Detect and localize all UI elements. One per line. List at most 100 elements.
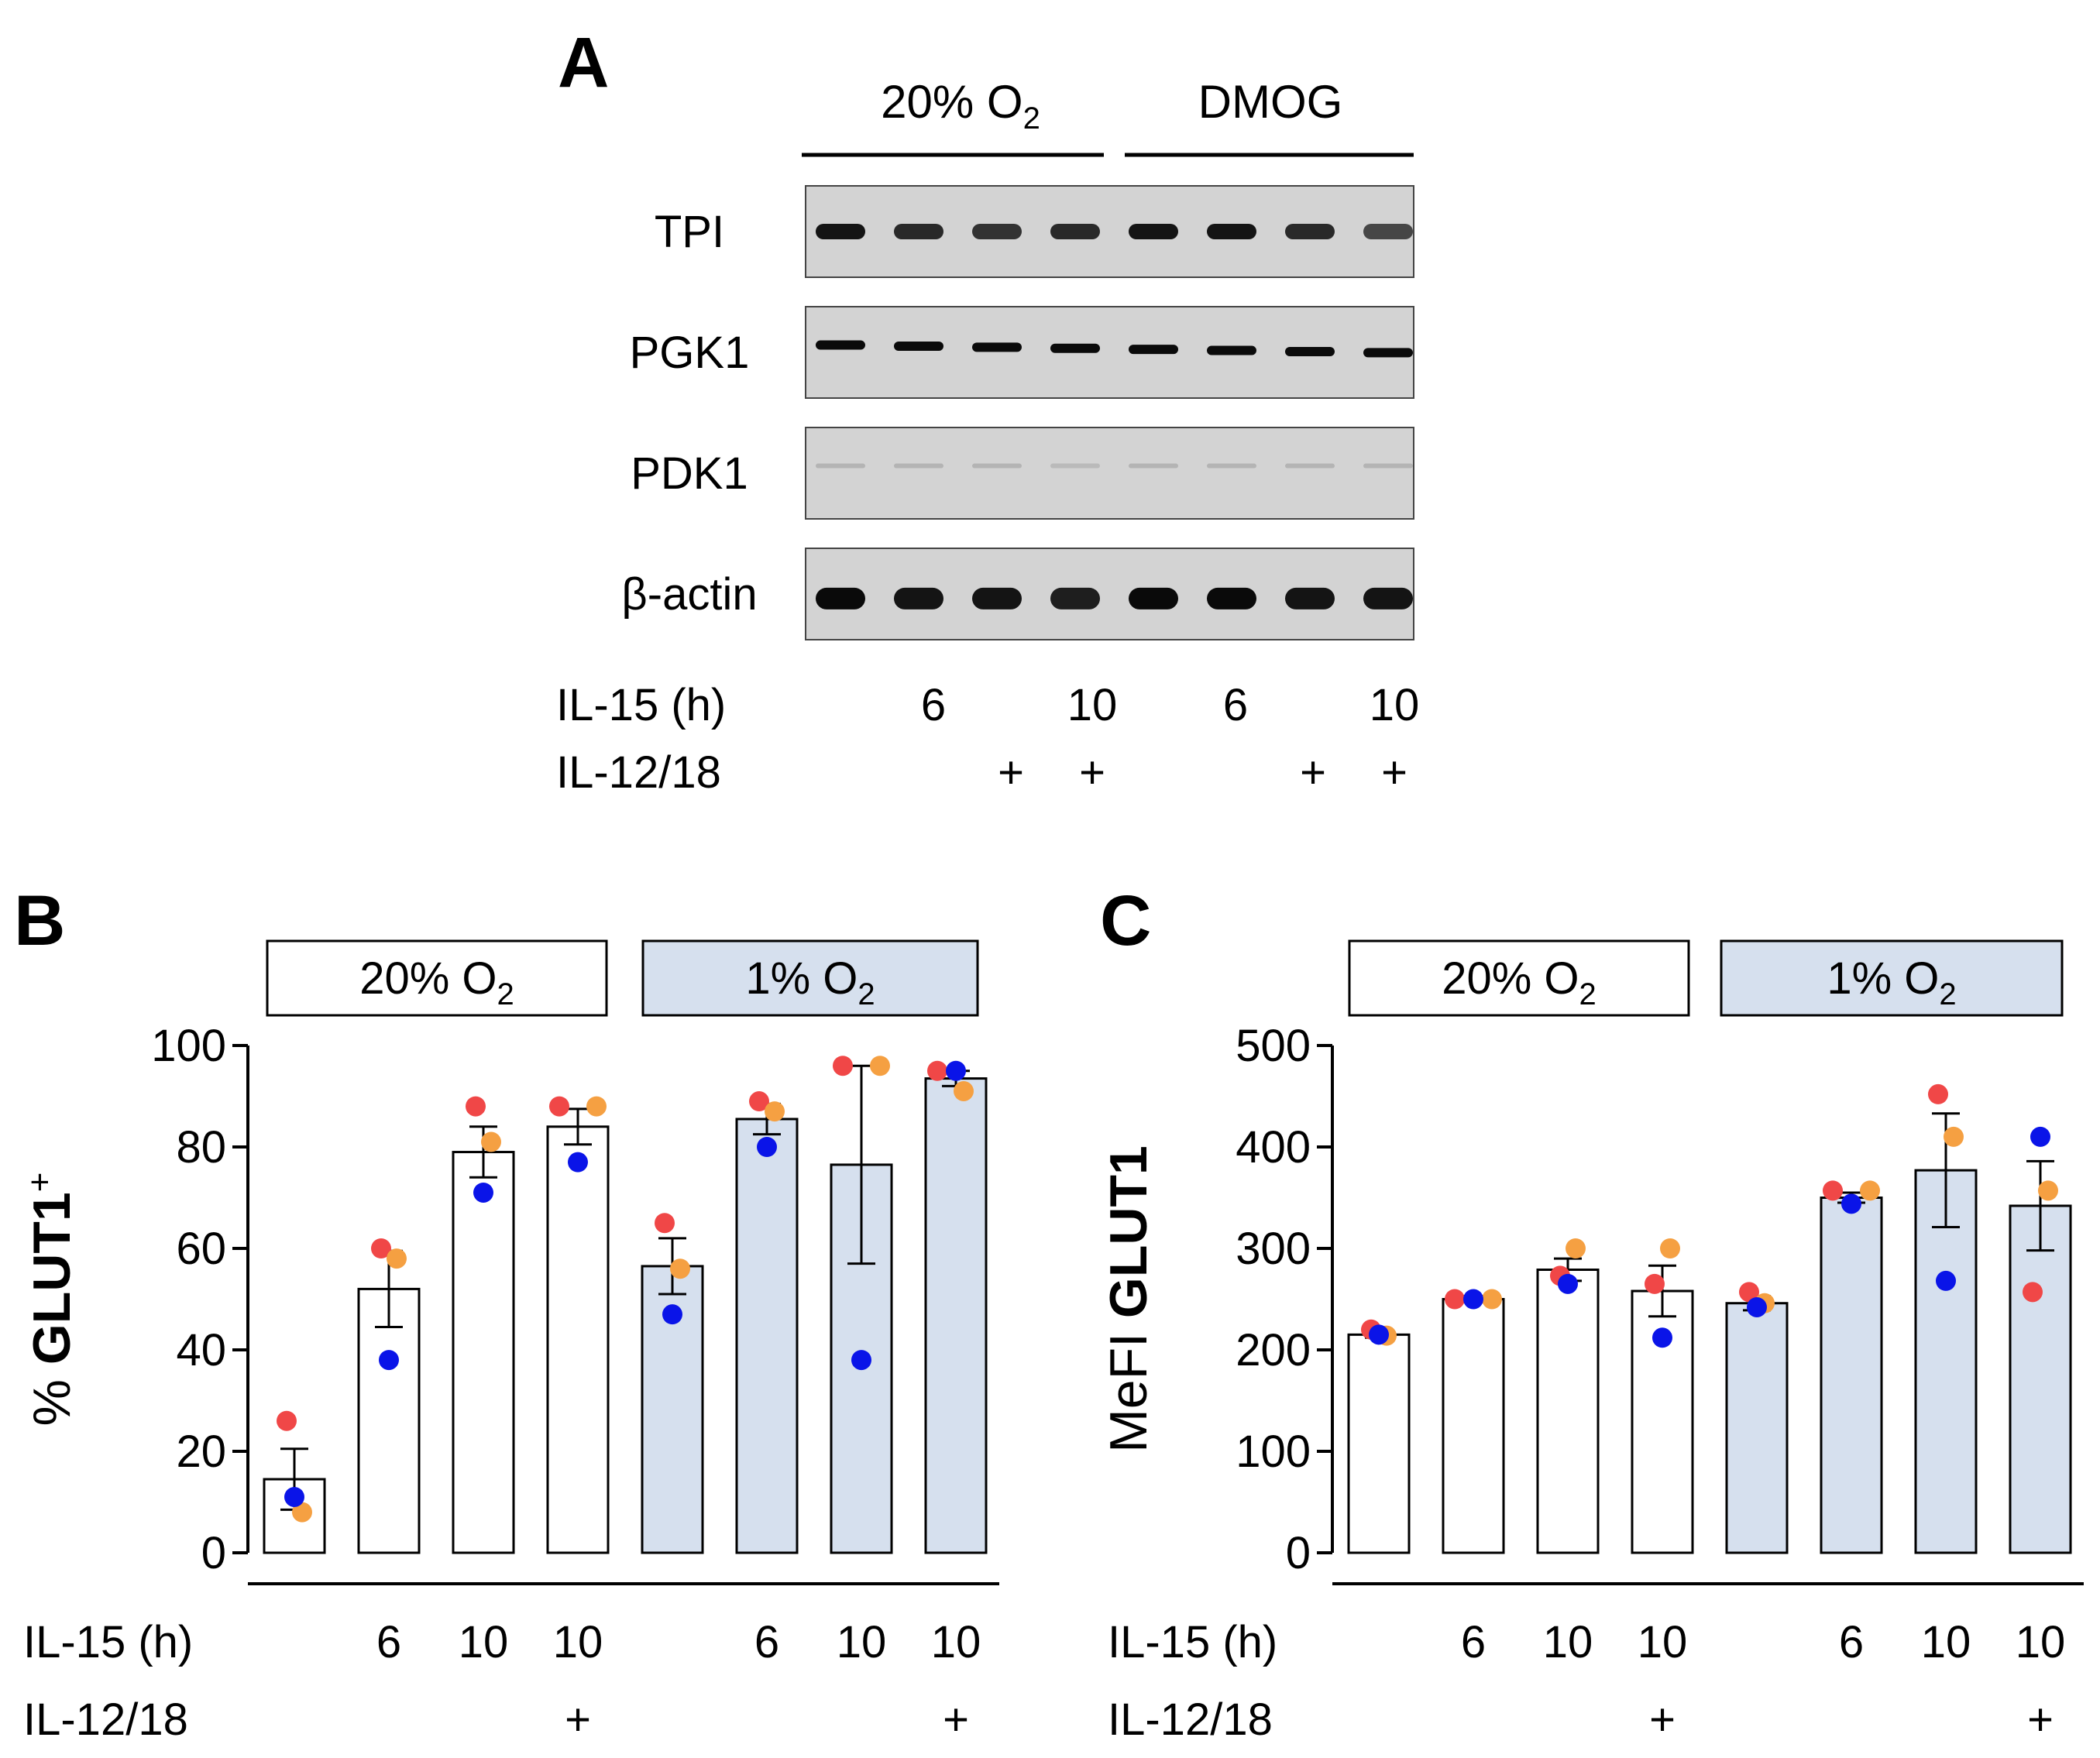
blot-band <box>894 224 943 239</box>
data-point <box>670 1258 690 1279</box>
panel-a-group-dmog: DMOG <box>1125 76 1414 157</box>
panel-a-letter: A <box>558 23 609 102</box>
bar-group <box>357 1238 421 1554</box>
il1218-value: + <box>1649 1694 1676 1745</box>
data-point <box>1482 1289 1502 1310</box>
y-tick-label: 60 <box>176 1224 226 1274</box>
data-point <box>292 1502 312 1523</box>
il15-value: 10 <box>837 1617 887 1667</box>
panel-a-il15-row-label: IL-15 (h) <box>556 680 726 730</box>
il1218-value: + <box>2027 1694 2054 1745</box>
panel-a-il1218-value: + <box>998 747 1024 798</box>
blot-band <box>1129 463 1178 469</box>
bar-group <box>546 1096 610 1554</box>
y-tick-label: 0 <box>201 1528 226 1578</box>
blot-band <box>816 463 865 469</box>
il15-value: 10 <box>1921 1617 1971 1667</box>
y-tick-label: 300 <box>1236 1224 1311 1274</box>
panel-a: A 20% O2 DMOG TPI PGK1 PDK1 β-actin IL-15 (… <box>556 23 1419 798</box>
y-tick-label: 80 <box>176 1122 226 1173</box>
panel-a-il1218-row-label: IL-12/18 <box>556 747 721 798</box>
group-box: 1% O2 <box>1720 939 2064 1017</box>
blot-band <box>972 463 1022 469</box>
data-point <box>568 1152 588 1173</box>
bars <box>1347 1083 2072 1554</box>
bar-group <box>452 1096 515 1554</box>
il15-value: 6 <box>1461 1617 1486 1667</box>
il1218-value: + <box>943 1694 969 1745</box>
blot-band <box>816 224 865 239</box>
il15-value: 6 <box>754 1617 779 1667</box>
blot-row: PGK1 <box>630 306 1414 399</box>
y-tick-label: 40 <box>176 1325 226 1375</box>
data-point <box>1566 1238 1586 1258</box>
blot-band <box>1050 463 1100 469</box>
y-tick-label: 100 <box>151 1021 226 1071</box>
data-point <box>277 1410 297 1431</box>
bar-group <box>1442 1289 1505 1554</box>
il15-row-label: IL-15 (h) <box>23 1617 193 1667</box>
bar-group <box>641 1213 704 1554</box>
data-point <box>473 1182 493 1203</box>
group-box-label: 20% O2 <box>1442 953 1596 1011</box>
blot-band <box>894 463 943 469</box>
treatment-rows: IL-15 (h) IL-12/18 6 10 10 6 10 10 + + <box>23 1617 981 1745</box>
blot-band <box>1050 343 1100 353</box>
il15-value: 6 <box>376 1617 401 1667</box>
y-axis-label: % GLUT1+ <box>21 1173 81 1427</box>
il15-value: 10 <box>553 1617 603 1667</box>
data-point <box>946 1060 966 1081</box>
blot-panels: TPI PGK1 PDK1 β-actin <box>621 185 1414 640</box>
blot-band <box>1050 587 1100 609</box>
bar-group <box>1536 1238 1600 1554</box>
bar <box>1347 1333 1411 1554</box>
group-box-frame <box>1720 939 2064 1017</box>
group-box-frame <box>266 939 608 1017</box>
y-axis-label: MeFI GLUT1 <box>1099 1145 1158 1453</box>
data-point <box>833 1056 853 1076</box>
panel-b-letter: B <box>14 881 65 960</box>
panel-a-group-label: 20% O2 <box>881 76 1040 136</box>
bar-group <box>1725 1282 1789 1554</box>
bar <box>2009 1204 2072 1554</box>
blot-band <box>1285 346 1335 356</box>
blot-row: TPI <box>655 185 1414 278</box>
group-box-label: 1% O2 <box>1827 953 1956 1011</box>
data-point <box>870 1056 890 1076</box>
il15-value: 6 <box>1839 1617 1864 1667</box>
data-point <box>1369 1324 1389 1345</box>
panel-a-il1218-value: + <box>1079 747 1105 798</box>
panel-a-il15-value: 10 <box>1370 680 1420 730</box>
group-box-frame <box>641 939 979 1017</box>
bar-group <box>1631 1238 1694 1554</box>
bar-group <box>263 1410 326 1554</box>
data-point <box>481 1131 501 1152</box>
data-point <box>2030 1126 2050 1147</box>
blot-band <box>894 587 943 609</box>
data-point <box>655 1213 675 1234</box>
y-tick-label: 200 <box>1236 1325 1311 1375</box>
group-box: 20% O2 <box>1348 939 1690 1017</box>
data-point <box>586 1096 607 1117</box>
y-tick-label: 400 <box>1236 1122 1311 1173</box>
bar <box>1820 1197 1883 1554</box>
blot-band <box>1363 224 1413 239</box>
panel-a-treatment-rows: IL-15 (h) IL-12/18 6 10 6 10 + + + + <box>556 680 1419 798</box>
data-point <box>387 1248 407 1269</box>
panel-a-il15-value: 6 <box>1223 680 1248 730</box>
data-point <box>765 1101 785 1122</box>
blot-band <box>972 224 1022 239</box>
group-box: 1% O2 <box>641 939 979 1017</box>
panel-c: C 20% O2 1% O2 0 100 200 300 400 500 MeFI GLUT1 I… <box>1099 881 2084 1745</box>
blot-band <box>1129 224 1178 239</box>
bar <box>546 1125 610 1554</box>
panel-c-letter: C <box>1100 881 1151 960</box>
panel-a-il15-value: 10 <box>1067 680 1118 730</box>
bar <box>924 1077 988 1554</box>
blot-band <box>816 340 865 350</box>
panel-a-il15-value: 6 <box>921 680 946 730</box>
blot-band <box>1129 345 1178 355</box>
group-box: 20% O2 <box>266 939 608 1017</box>
y-axis: 0 100 200 300 400 500 <box>1236 1021 1334 1578</box>
panel-b: B 20% O2 1% O2 0 20 40 60 80 100 % GLUT1+ IL-15 (… <box>14 881 999 1745</box>
